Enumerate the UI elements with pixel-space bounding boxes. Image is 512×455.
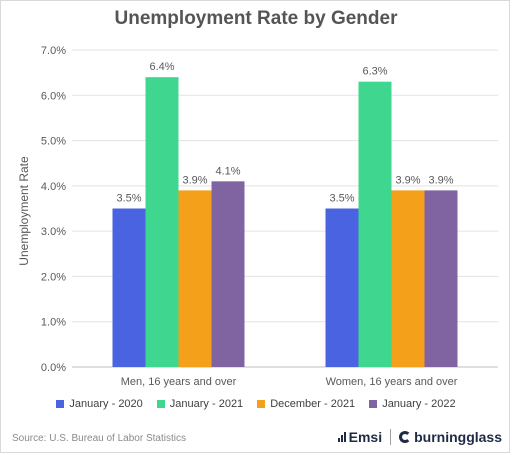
emsi-logo-text: Emsi <box>348 429 383 445</box>
burning-glass-logo: burningglass <box>399 429 502 445</box>
legend-swatch <box>369 400 378 408</box>
y-axis-title: Unemployment Rate <box>17 156 31 266</box>
legend-swatch <box>257 400 266 408</box>
data-label: 6.3% <box>362 66 387 78</box>
bar <box>391 190 425 367</box>
bar <box>178 190 212 367</box>
burning-glass-logo-text: burningglass <box>414 429 502 445</box>
emsi-logo: Emsi <box>337 429 383 445</box>
legend-label: January - 2021 <box>169 398 244 410</box>
source-note: Source: U.S. Bureau of Labor Statistics <box>12 433 186 444</box>
legend-label: December - 2021 <box>270 398 356 410</box>
bar <box>424 190 458 367</box>
data-label: 3.9% <box>428 174 453 186</box>
logos: Emsi burningglass <box>337 429 502 445</box>
legend-item: January - 2022 <box>369 396 456 412</box>
ring-icon <box>399 431 412 443</box>
y-tick-label: 4.0% <box>41 181 66 193</box>
legend-item: January - 2020 <box>56 396 143 412</box>
category-label: Women, 16 years and over <box>326 376 458 388</box>
data-label: 4.1% <box>215 165 240 177</box>
logo-divider <box>390 429 392 445</box>
y-tick-label: 6.0% <box>41 90 66 102</box>
y-tick-label: 0.0% <box>41 362 66 374</box>
legend: January - 2020 January - 2021 December - 2… <box>0 396 512 412</box>
bars <box>112 77 458 368</box>
legend-item: January - 2021 <box>156 396 244 412</box>
legend-swatch <box>56 400 65 408</box>
y-tick-label: 2.0% <box>41 271 66 283</box>
y-tick-label: 7.0% <box>41 45 66 57</box>
y-axis-ticks: 0.0% 1.0% 2.0% 3.0% 4.0% 5.0% 6.0% 7.0% <box>41 45 66 374</box>
y-tick-label: 1.0% <box>41 317 66 329</box>
data-label: 6.4% <box>149 61 174 73</box>
bar <box>211 181 245 367</box>
legend-label: January - 2022 <box>382 398 456 410</box>
bar <box>358 81 392 367</box>
legend-label: January - 2020 <box>69 398 143 410</box>
data-label: 3.5% <box>329 193 354 205</box>
data-label: 3.9% <box>395 174 420 186</box>
y-tick-label: 5.0% <box>41 136 66 148</box>
data-labels: 3.5% 6.4% 3.9% 4.1% 3.5% 6.3% 3.9% 3.9% <box>116 61 453 204</box>
legend-item: December - 2021 <box>257 396 355 412</box>
data-label: 3.9% <box>182 174 207 186</box>
y-tick-label: 3.0% <box>41 226 66 238</box>
bar <box>145 77 179 368</box>
category-label: Men, 16 years and over <box>121 376 237 388</box>
chart-title: Unemployment Rate by Gender <box>114 8 398 29</box>
bar <box>325 208 359 367</box>
bar <box>112 208 146 367</box>
category-labels: Men, 16 years and over Women, 16 years an… <box>121 376 458 388</box>
data-label: 3.5% <box>116 193 141 205</box>
legend-swatch <box>156 400 165 408</box>
bars-icon <box>337 432 346 442</box>
